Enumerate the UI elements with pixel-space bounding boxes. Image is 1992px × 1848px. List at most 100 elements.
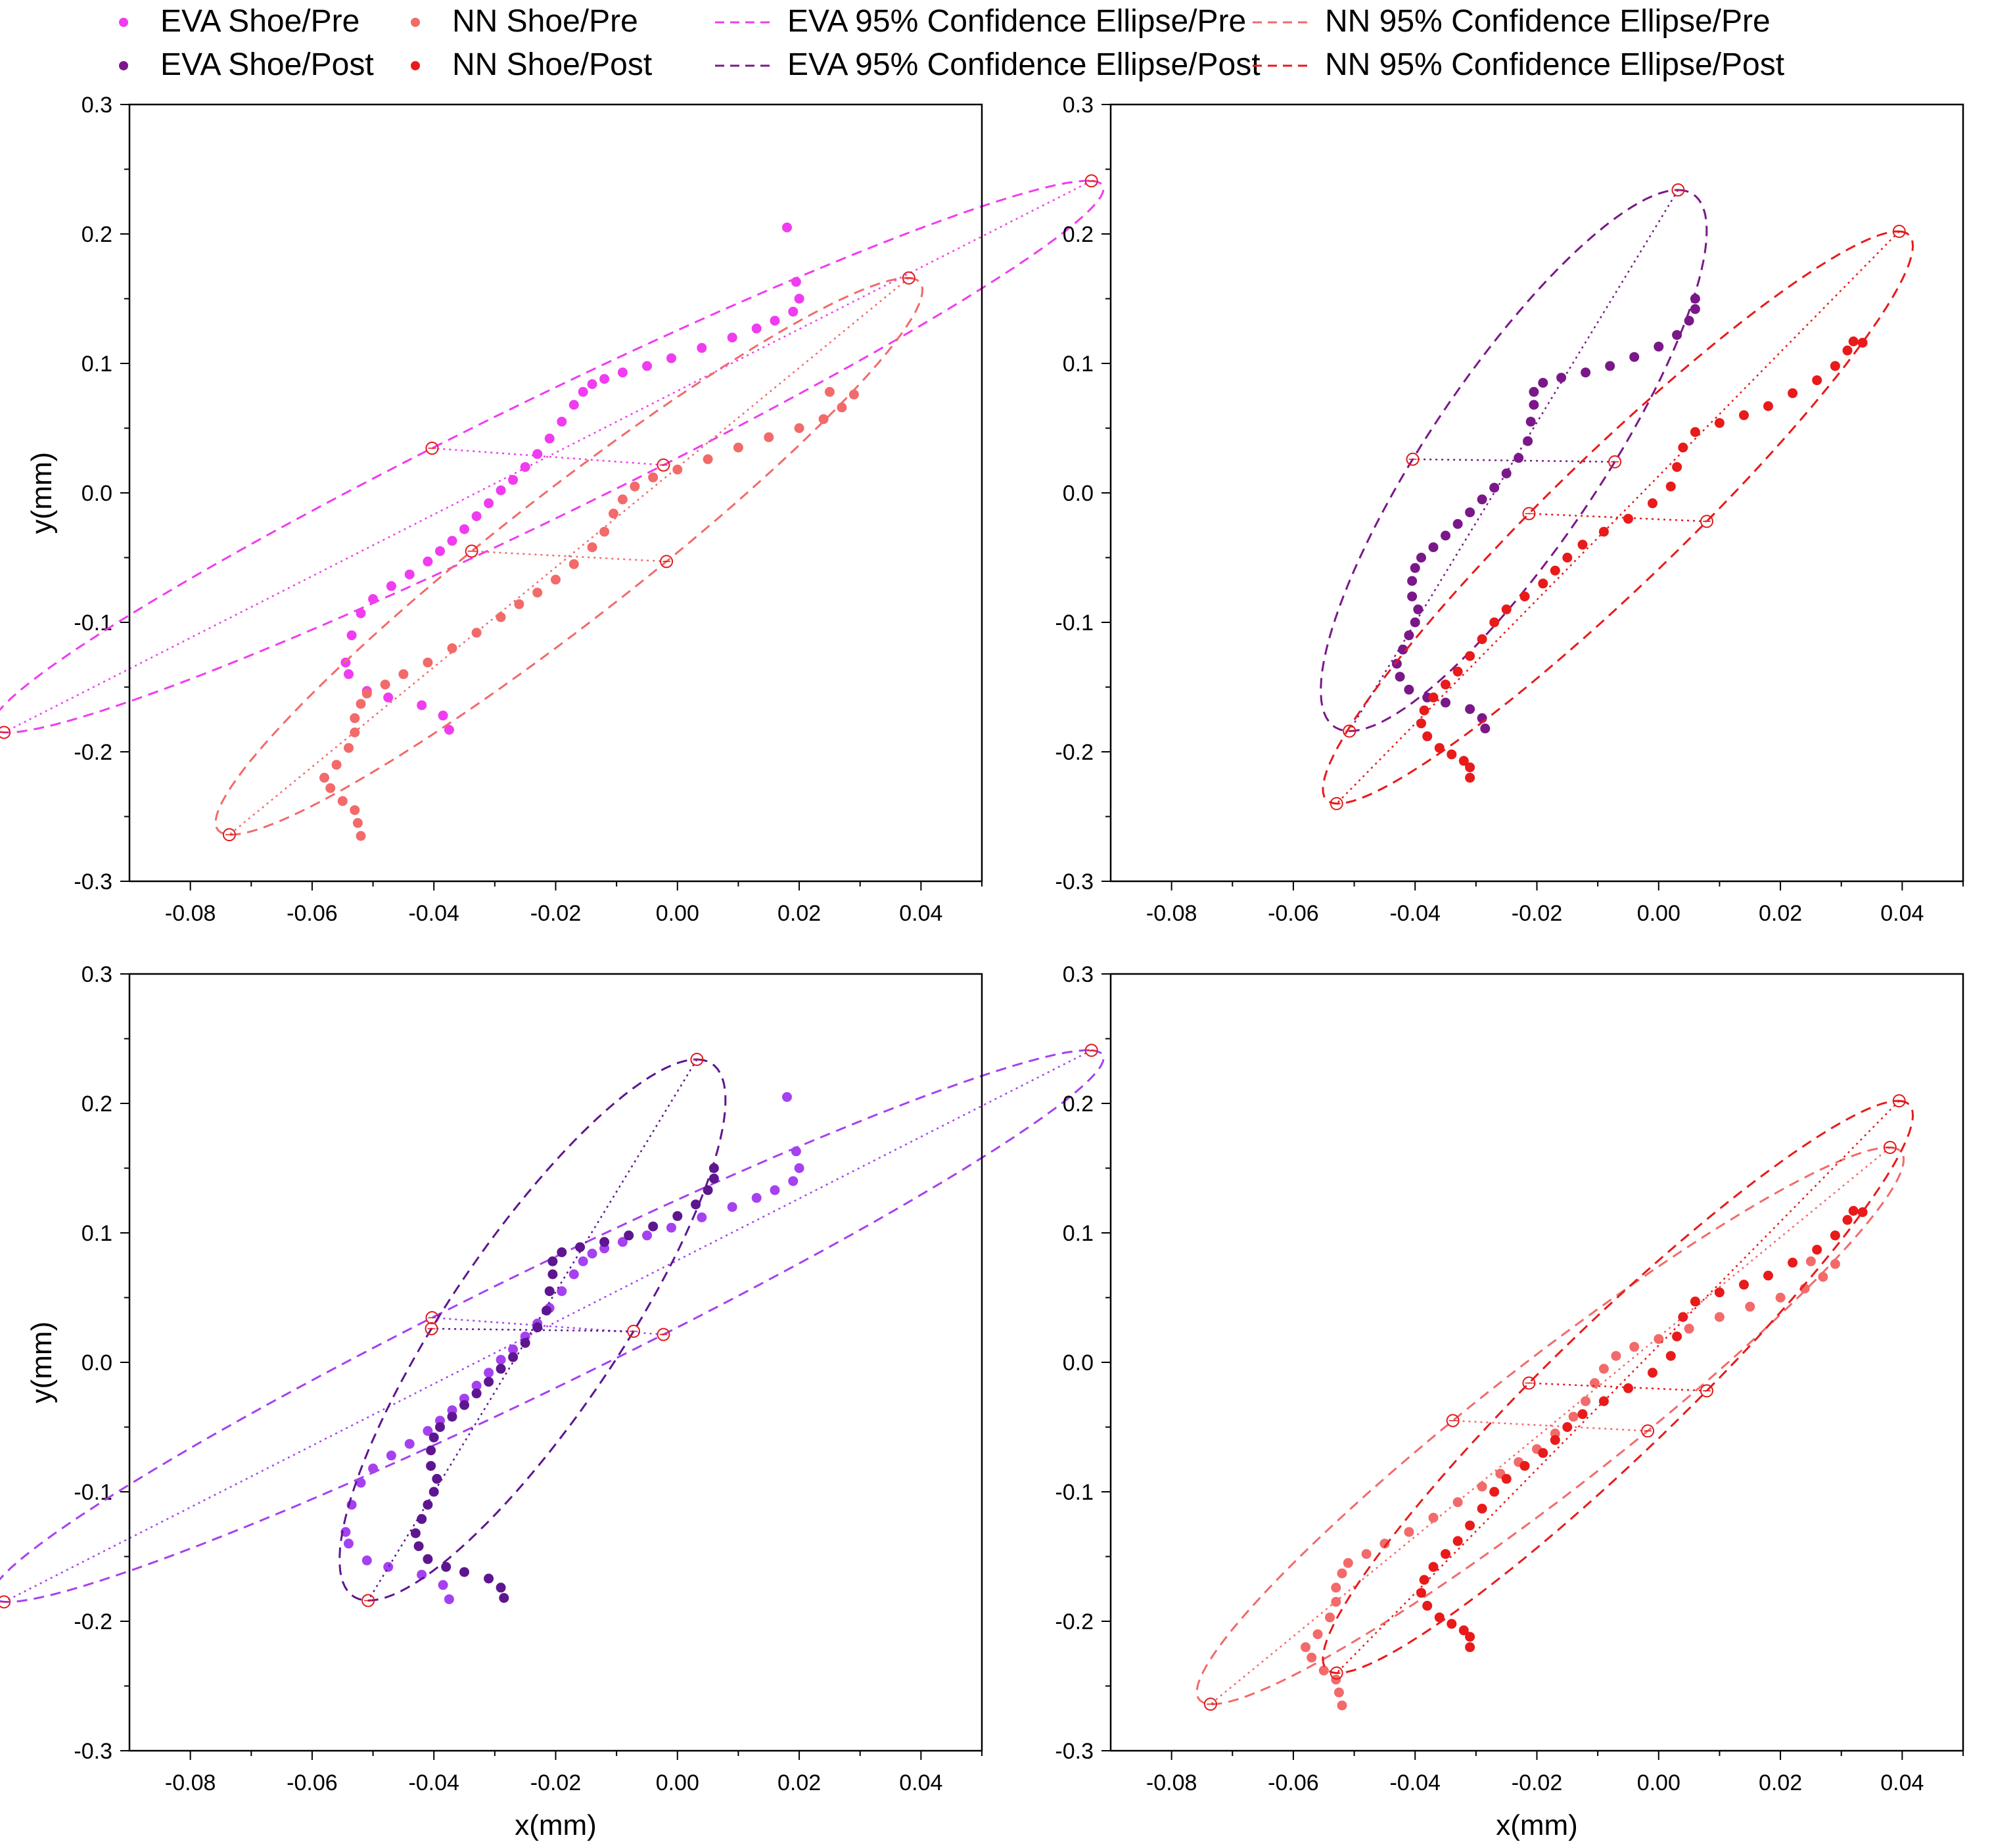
data-point-eva_pre	[447, 536, 457, 546]
data-point-eva_pre	[496, 1354, 506, 1365]
data-point-eva_pre	[642, 361, 652, 371]
ellipse-vertex-marker	[0, 726, 11, 739]
x-tick-label: -0.08	[165, 901, 216, 926]
panel-top-right: -0.08 -0.06 -0.04 -0.02 0.00 0.02 0.04 0.3 0.2 0.…	[1055, 93, 1964, 926]
data-point-eva_pre	[578, 1256, 588, 1266]
data-point-eva_post	[1465, 704, 1475, 714]
data-point-nn_pre	[350, 805, 360, 816]
data-point-nn_post	[1830, 361, 1840, 371]
ellipse-vertex-marker	[1084, 1044, 1098, 1057]
y-tick-label: -0.1	[74, 611, 112, 635]
data-point-nn_pre	[733, 442, 743, 453]
ellipse-vertex-marker	[1203, 1698, 1217, 1711]
data-point-eva_pre	[368, 1464, 379, 1473]
data-point-nn_post	[1452, 1536, 1463, 1546]
data-point-eva_post	[1404, 684, 1414, 695]
data-point-nn_pre	[532, 588, 543, 598]
data-point-eva_post	[1538, 378, 1548, 388]
data-point-nn_pre	[824, 386, 835, 397]
ellipse-vertex-marker	[222, 828, 236, 842]
data-point-nn_pre	[1333, 1687, 1344, 1698]
data-point-nn_post	[1857, 338, 1868, 348]
data-point-eva_post	[575, 1242, 586, 1253]
y-tick-label: 0.0	[1063, 1351, 1094, 1375]
ellipse-vertex-marker	[627, 1324, 641, 1338]
data-point-nn_pre	[1331, 1596, 1341, 1607]
data-point-nn_post	[1519, 591, 1530, 602]
data-point-nn_pre	[1343, 1558, 1353, 1568]
data-point-eva_pre	[340, 1527, 351, 1537]
data-point-eva_pre	[666, 353, 676, 363]
data-point-eva_pre	[791, 1146, 801, 1157]
data-point-nn_pre	[1361, 1549, 1372, 1559]
data-point-nn_post	[1672, 1331, 1682, 1342]
legend-label: NN 95% Confidence Ellipse/Post	[1325, 47, 1784, 82]
data-point-eva_post	[1514, 453, 1524, 463]
data-point-nn_pre	[356, 831, 366, 841]
legend-label: NN Shoe/Pre	[452, 4, 638, 39]
data-point-eva_pre	[383, 1561, 394, 1572]
x-tick-label: 0.02	[1759, 901, 1802, 926]
data-point-nn_post	[1690, 1296, 1700, 1306]
ellipse-vertex-marker	[425, 1322, 438, 1335]
data-point-nn_pre	[1818, 1272, 1828, 1282]
series-nn_post	[1322, 225, 1914, 810]
x-tick-label: -0.04	[408, 1770, 459, 1795]
legend-item-point-nn_pre: NN Shoe/Pre	[411, 4, 638, 39]
ellipse-vertex-marker	[1446, 1414, 1460, 1427]
legend-swatch-point	[119, 18, 128, 27]
data-point-eva_pre	[587, 379, 597, 389]
data-point-eva_pre	[587, 1249, 597, 1259]
data-point-eva_pre	[444, 725, 454, 735]
data-point-nn_pre	[1684, 1324, 1694, 1334]
data-point-nn_post	[1501, 604, 1512, 614]
x-axis-title: x(mm)	[1496, 1809, 1578, 1841]
y-tick-label: 0.2	[81, 222, 112, 247]
data-point-eva_post	[508, 1352, 519, 1362]
panels: -0.08 -0.06 -0.04 -0.02 0.00 0.02 0.04 0.3 0.2 0.…	[0, 93, 1964, 1841]
data-point-nn_pre	[514, 599, 524, 609]
ellipse-vertex-marker	[465, 544, 478, 558]
data-point-eva_post	[1690, 294, 1700, 304]
ellipse-vertex-marker	[1883, 1140, 1897, 1154]
data-point-eva_pre	[578, 386, 588, 397]
data-point-nn_post	[1447, 749, 1457, 760]
data-point-nn_post	[1678, 442, 1688, 453]
data-point-eva_post	[1523, 436, 1533, 446]
x-tick-label: -0.04	[1389, 901, 1441, 926]
data-point-nn_post	[1422, 731, 1433, 741]
data-point-nn_pre	[398, 669, 409, 680]
data-point-eva_post	[1398, 644, 1408, 655]
data-point-nn_post	[1623, 513, 1633, 524]
data-point-nn_post	[1465, 1642, 1475, 1652]
data-point-eva_post	[1654, 341, 1664, 352]
data-point-nn_post	[1577, 540, 1588, 550]
y-tick-label: 0.3	[81, 93, 112, 118]
data-point-nn_post	[1489, 1487, 1500, 1497]
y-tick-label: -0.1	[74, 1480, 112, 1505]
x-tick-label: -0.02	[1512, 1770, 1563, 1795]
data-point-eva_post	[1556, 373, 1567, 383]
data-point-nn_pre	[496, 612, 506, 622]
data-point-eva_post	[648, 1221, 659, 1232]
data-point-nn_pre	[352, 818, 363, 828]
x-tick-label: -0.06	[1268, 901, 1319, 926]
legend-item-ellipse-eva_post: EVA 95% Confidence Ellipse/Post	[715, 47, 1261, 82]
y-tick-label: 0.2	[81, 1092, 112, 1117]
panel-bottom-right: -0.08 -0.06 -0.04 -0.02 0.00 0.02 0.04 0.3 0.2 0.…	[1055, 962, 1964, 1841]
data-point-eva_post	[1605, 361, 1615, 371]
data-point-eva_post	[1404, 630, 1414, 641]
data-point-eva_post	[1672, 330, 1682, 340]
x-tick-label: -0.06	[1268, 1770, 1319, 1795]
legend-item-ellipse-nn_post: NN 95% Confidence Ellipse/Post	[1253, 47, 1784, 82]
data-point-eva_pre	[508, 474, 519, 485]
x-tick-label: -0.02	[1512, 901, 1563, 926]
confidence-ellipse-nn_pre	[214, 277, 924, 836]
data-point-nn_post	[1465, 1632, 1475, 1642]
tick-group: -0.08 -0.06 -0.04 -0.02 0.00 0.02 0.04 0.3 0.2 0.…	[1055, 93, 1964, 926]
data-point-nn_post	[1665, 1351, 1676, 1361]
data-point-nn_post	[1428, 692, 1439, 703]
ellipse-vertex-marker	[660, 555, 674, 568]
data-point-nn_pre	[1590, 1378, 1600, 1388]
data-point-nn_post	[1550, 565, 1560, 576]
